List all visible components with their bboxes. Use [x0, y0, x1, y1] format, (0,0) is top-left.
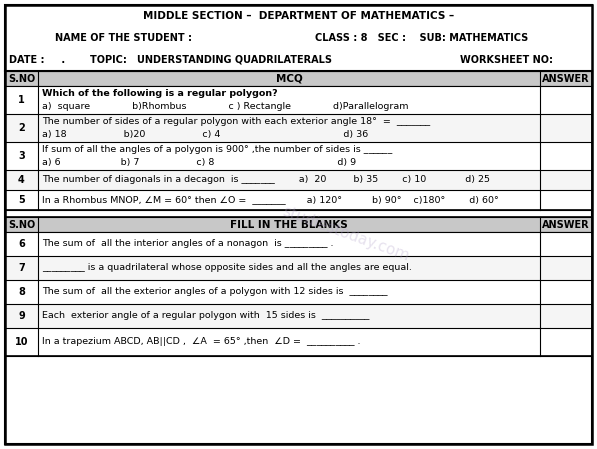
- Bar: [5, 217, 592, 356]
- Text: 7: 7: [18, 263, 25, 273]
- Text: The number of sides of a regular polygon with each exterior angle 18°  =  ______: The number of sides of a regular polygon…: [42, 117, 430, 126]
- Text: 4: 4: [18, 175, 25, 185]
- Text: studiestoday.com: studiestoday.com: [281, 203, 412, 264]
- Text: In a Rhombus MNOP, ∠M = 60° then ∠O =  _______       a) 120°          b) 90°    : In a Rhombus MNOP, ∠M = 60° then ∠O = __…: [42, 195, 498, 204]
- Bar: [5, 49, 592, 71]
- Text: a) 18                   b)20                   c) 4                             : a) 18 b)20 c) 4: [42, 130, 368, 139]
- Text: Each  exterior angle of a regular polygon with  15 sides is  __________: Each exterior angle of a regular polygon…: [42, 312, 370, 321]
- Text: 1: 1: [18, 95, 25, 105]
- Bar: [5, 27, 592, 49]
- Text: ANSWER: ANSWER: [542, 220, 590, 229]
- Text: TOPIC:   UNDERSTANDING QUADRILATERALS: TOPIC: UNDERSTANDING QUADRILATERALS: [90, 55, 332, 65]
- Text: FILL IN THE BLANKS: FILL IN THE BLANKS: [230, 220, 348, 229]
- Text: MCQ: MCQ: [276, 74, 302, 84]
- Bar: [5, 280, 592, 304]
- Text: 9: 9: [18, 311, 25, 321]
- Text: a)  square              b)Rhombus              c ) Rectangle              d)Para: a) square b)Rhombus c ) Rectangle d)Para: [42, 101, 408, 110]
- Text: WORKSHEET NO:: WORKSHEET NO:: [460, 55, 553, 65]
- Text: S.NO: S.NO: [8, 74, 35, 84]
- Text: In a trapezium ABCD, AB||CD ,  ∠A  = 65° ,then  ∠D =  __________ .: In a trapezium ABCD, AB||CD , ∠A = 65° ,…: [42, 338, 361, 347]
- Bar: [5, 114, 592, 142]
- Text: _________ is a quadrilateral whose opposite sides and all the angles are equal.: _________ is a quadrilateral whose oppos…: [42, 264, 412, 273]
- Text: Which of the following is a regular polygon?: Which of the following is a regular poly…: [42, 89, 278, 98]
- Bar: [5, 71, 592, 210]
- Text: a) 6                    b) 7                   c) 8                             : a) 6 b) 7 c) 8: [42, 158, 356, 167]
- Text: The sum of  all the exterior angles of a polygon with 12 sides is  ________: The sum of all the exterior angles of a …: [42, 287, 387, 296]
- Bar: [5, 5, 592, 27]
- Bar: [5, 256, 592, 280]
- Text: 3: 3: [18, 151, 25, 161]
- Bar: [5, 190, 592, 210]
- Text: If sum of all the angles of a polygon is 900° ,the number of sides is ______: If sum of all the angles of a polygon is…: [42, 145, 392, 154]
- Bar: [5, 86, 592, 114]
- Text: 8: 8: [18, 287, 25, 297]
- Text: S.NO: S.NO: [8, 220, 35, 229]
- Bar: [5, 217, 592, 232]
- Text: 2: 2: [18, 123, 25, 133]
- Text: ANSWER: ANSWER: [542, 74, 590, 84]
- Text: 5: 5: [18, 195, 25, 205]
- Text: NAME OF THE STUDENT :: NAME OF THE STUDENT :: [55, 33, 192, 43]
- Text: DATE :     .: DATE : .: [9, 55, 65, 65]
- Bar: [5, 232, 592, 256]
- Text: 6: 6: [18, 239, 25, 249]
- Text: The sum of  all the interior angles of a nonagon  is _________ .: The sum of all the interior angles of a …: [42, 239, 334, 248]
- Bar: [5, 142, 592, 170]
- Bar: [5, 71, 592, 86]
- Text: CLASS : 8   SEC :    SUB: MATHEMATICS: CLASS : 8 SEC : SUB: MATHEMATICS: [315, 33, 528, 43]
- Bar: [5, 304, 592, 328]
- Text: 10: 10: [15, 337, 28, 347]
- Text: MIDDLE SECTION –  DEPARTMENT OF MATHEMATICS –: MIDDLE SECTION – DEPARTMENT OF MATHEMATI…: [143, 11, 454, 21]
- Bar: [5, 328, 592, 356]
- Text: The number of diagonals in a decagon  is _______        a)  20         b) 35    : The number of diagonals in a decagon is …: [42, 176, 490, 185]
- Bar: [5, 170, 592, 190]
